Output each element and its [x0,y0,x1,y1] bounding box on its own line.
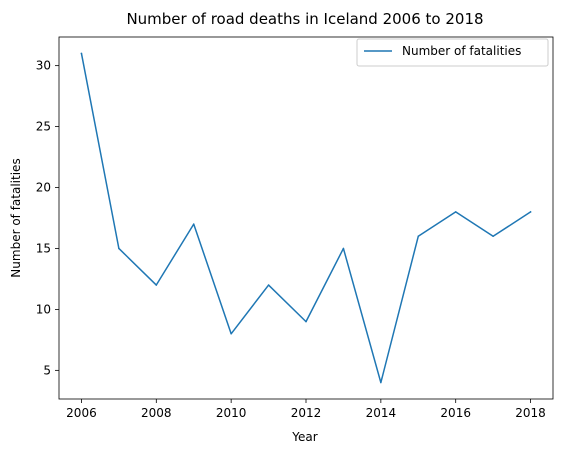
chart-title: Number of road deaths in Iceland 2006 to… [126,10,483,28]
x-tick-label: 2018 [515,406,546,420]
data-point [230,333,232,335]
data-point [530,211,532,213]
x-tick-label: 2008 [141,406,172,420]
y-axis: 5 10 15 20 25 30 [36,59,59,378]
data-point [81,53,83,55]
data-point [156,284,158,286]
x-tick-label: 2010 [216,406,247,420]
x-axis: 2006 2008 2010 2012 2014 2016 2018 [66,399,546,420]
data-point [343,248,345,250]
data-point [193,223,195,225]
x-tick-label: 2014 [366,406,397,420]
data-point [305,321,307,323]
data-point [380,382,382,384]
y-axis-label: Number of fatalities [9,158,23,277]
data-point [455,211,457,213]
plot-area [59,37,553,399]
y-tick-label: 20 [36,181,51,195]
x-axis-label: Year [291,430,317,444]
data-point [418,236,420,238]
x-tick-label: 2012 [291,406,322,420]
x-tick-label: 2006 [66,406,97,420]
y-tick-label: 30 [36,59,51,73]
y-tick-label: 10 [36,302,51,316]
data-point [268,284,270,286]
x-tick-label: 2016 [440,406,471,420]
legend-label: Number of fatalities [402,44,521,58]
y-tick-label: 25 [36,120,51,134]
data-point [118,248,120,250]
data-point [492,236,494,238]
legend: Number of fatalities [357,39,548,66]
y-tick-label: 15 [36,241,51,255]
y-tick-label: 5 [43,363,51,377]
